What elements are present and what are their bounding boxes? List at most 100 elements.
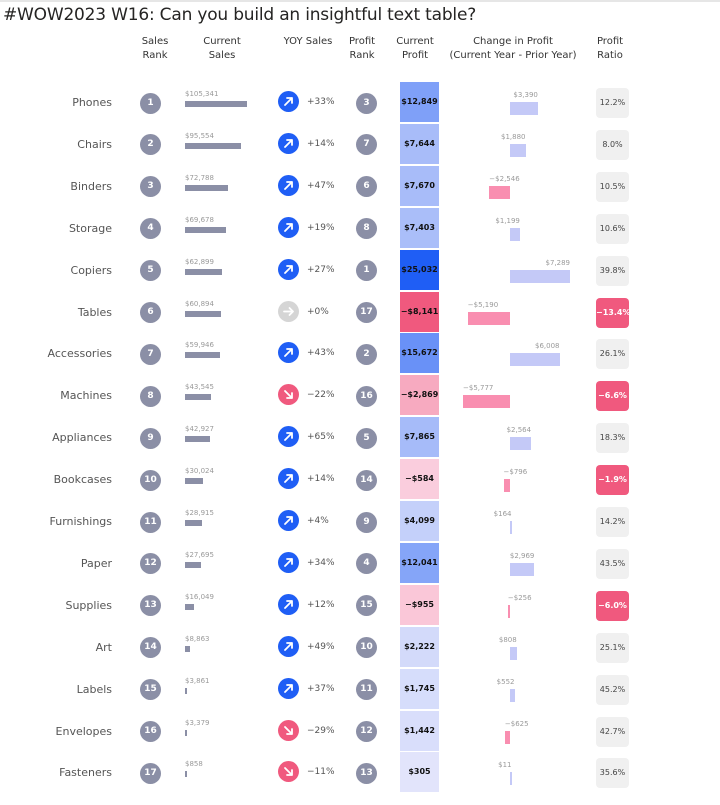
profit-rank-badge: 11 [356, 679, 377, 701]
sales-bar [185, 142, 242, 149]
profit-ratio-cell: 35.6% [596, 758, 629, 789]
trend-down-arrow-icon [278, 384, 299, 406]
profit-change-label: $552 [496, 677, 515, 686]
profit-change-label: $164 [493, 510, 512, 518]
sales-bar [185, 226, 226, 233]
yoy-sales-label: −11% [307, 767, 335, 778]
profit-change-label: −$2,546 [489, 174, 520, 183]
category-label: Art [95, 640, 112, 654]
yoy-sales-label: −29% [307, 725, 335, 736]
category-label: Tables [77, 305, 112, 319]
profit-ratio-cell: 26.1% [596, 339, 629, 370]
trend-up-arrow-icon [278, 551, 299, 573]
sales-value-label: $62,899 [185, 257, 214, 266]
profit-rank-badge: 15 [356, 595, 377, 617]
current-profit-cell: $1,745 [400, 668, 439, 709]
trend-up-arrow-icon [278, 132, 299, 154]
sales-value-label: $858 [185, 760, 203, 769]
category-label: Storage [68, 221, 112, 235]
sales-value-label: $30,024 [185, 467, 214, 476]
sales-value-label: $8,863 [185, 634, 210, 643]
sales-rank-badge: 12 [140, 553, 161, 575]
yoy-sales-label: +37% [307, 683, 335, 694]
header-sales-rank: Sales Rank [141, 36, 169, 61]
trend-up-arrow-icon [278, 426, 299, 448]
sales-value-label: $43,545 [185, 383, 214, 392]
profit-change-bar [510, 646, 517, 660]
current-profit-cell: $1,442 [400, 710, 439, 751]
yoy-sales-label: +14% [307, 474, 335, 485]
profit-ratio-cell: 8.0% [596, 129, 629, 160]
sales-rank-badge: 13 [140, 595, 161, 617]
profit-change-bar [510, 353, 560, 367]
header-profit-ratio: Profit Ratio [596, 36, 624, 61]
yoy-sales-label: +19% [307, 222, 335, 233]
profit-rank-badge: 5 [356, 427, 377, 449]
profit-change-label: $1,199 [495, 216, 520, 225]
trend-up-arrow-icon [278, 677, 299, 699]
sales-value-label: $59,946 [185, 341, 214, 350]
category-label: Appliances [52, 431, 112, 445]
current-profit-cell: $7,403 [400, 207, 439, 248]
sales-value-label: $16,049 [185, 592, 214, 601]
category-label: Bookcases [53, 473, 112, 487]
category-label: Machines [60, 389, 112, 403]
sales-value-label: $27,695 [185, 550, 214, 559]
profit-change-label: −$5,190 [467, 300, 499, 309]
profit-change-label: $3,390 [513, 91, 538, 99]
category-label: Binders [70, 179, 112, 193]
current-profit-cell: $7,644 [400, 123, 439, 164]
trend-up-arrow-icon [278, 91, 299, 112]
sales-bar [185, 184, 228, 191]
profit-ratio-cell: 18.3% [596, 423, 629, 454]
profit-change-label: $6,008 [535, 342, 560, 351]
profit-ratio-cell: 39.8% [596, 255, 629, 286]
trend-up-arrow-icon [278, 258, 299, 280]
top-rule [0, 0, 720, 2]
profit-change-label: −$625 [504, 719, 529, 728]
sales-bar [185, 436, 211, 443]
profit-change-bar [510, 269, 570, 283]
current-profit-cell: $12,849 [400, 82, 439, 122]
header-profit-rank: Profit Rank [348, 36, 376, 61]
yoy-sales-label: +4% [307, 516, 329, 526]
profit-change-bar [489, 185, 510, 199]
sales-bar [185, 101, 247, 107]
profit-ratio-cell: −13.4% [596, 297, 630, 328]
sales-value-label: $3,861 [185, 676, 210, 685]
profit-change-bar [510, 227, 520, 241]
profit-change-bar [510, 143, 526, 157]
sales-bar [185, 268, 222, 275]
profit-change-bar [510, 688, 515, 702]
profit-change-bar [510, 437, 532, 451]
yoy-sales-label: +47% [307, 180, 335, 191]
current-profit-cell: $7,670 [400, 165, 439, 206]
profit-change-bar [507, 604, 510, 618]
profit-rank-badge: 1 [356, 260, 377, 282]
profit-change-label: $11 [498, 761, 512, 770]
trend-up-arrow-icon [278, 510, 299, 531]
yoy-sales-label: +43% [307, 348, 335, 359]
sales-bar [185, 603, 195, 610]
profit-rank-badge: 6 [356, 176, 377, 198]
sales-bar [185, 561, 202, 568]
sales-value-label: $69,678 [185, 215, 214, 224]
sales-rank-badge: 15 [140, 679, 161, 701]
profit-change-label: −$5,777 [463, 384, 494, 393]
profit-change-bar [510, 102, 538, 115]
sales-bar [185, 394, 211, 401]
category-label: Envelopes [55, 724, 112, 738]
current-profit-cell: $15,672 [400, 333, 439, 374]
profit-rank-badge: 7 [356, 134, 377, 156]
header-current-profit: Current Profit [396, 36, 434, 61]
yoy-sales-label: +0% [307, 306, 329, 317]
current-profit-cell: $7,865 [400, 417, 439, 458]
category-label: Paper [80, 556, 112, 570]
sales-rank-badge: 16 [140, 721, 161, 742]
sales-rank-badge: 5 [140, 260, 161, 282]
profit-ratio-cell: −1.9% [596, 465, 629, 496]
profit-ratio-cell: 45.2% [596, 674, 629, 705]
profit-change-bar [510, 521, 512, 534]
sales-bar [185, 729, 187, 736]
